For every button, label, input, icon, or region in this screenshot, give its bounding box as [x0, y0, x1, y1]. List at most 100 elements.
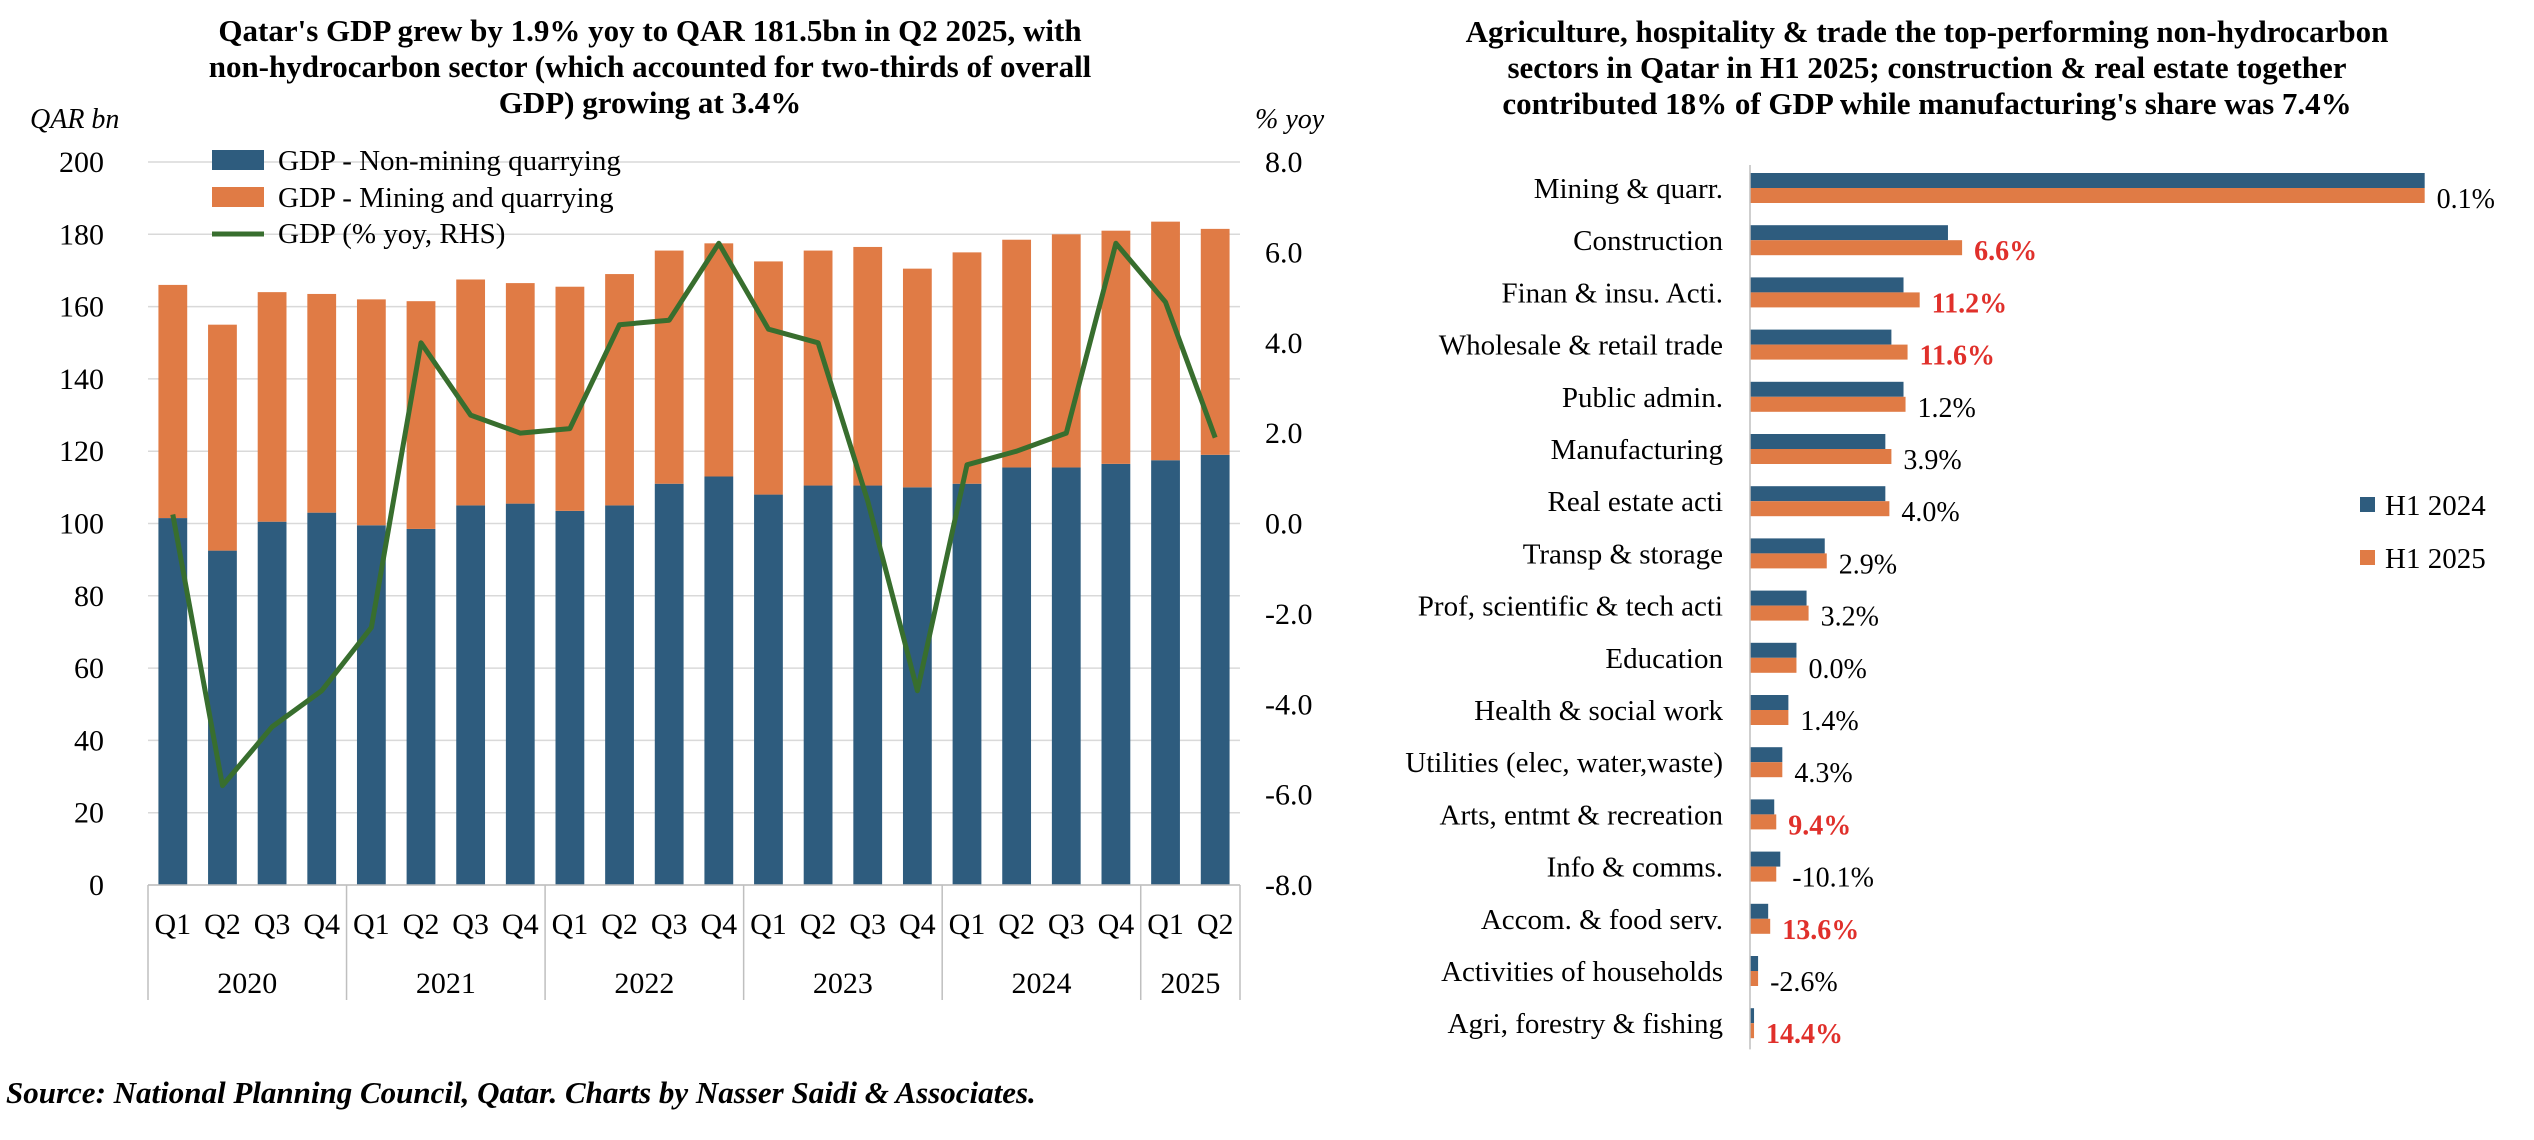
bar-h1-2024 — [1750, 851, 1781, 867]
right-tick-label: -2.0 — [1265, 598, 1313, 631]
left-tick-label: 40 — [74, 724, 104, 757]
bar-non-mining — [257, 521, 287, 885]
growth-label: 0.1% — [2437, 184, 2495, 215]
legend-label: GDP - Mining and quarrying — [278, 182, 614, 214]
left-tick-label: 60 — [74, 652, 104, 685]
bar-mining — [356, 299, 386, 526]
bar-non-mining — [1002, 467, 1032, 885]
bar-non-mining — [803, 485, 833, 885]
growth-label: 1.4% — [1800, 706, 1858, 737]
sector-label: Manufacturing — [1551, 434, 1723, 466]
quarter-label: Q3 — [849, 908, 886, 941]
bar-h1-2025 — [1750, 240, 1963, 256]
right-tick-label: 8.0 — [1265, 146, 1303, 179]
growth-label: 4.3% — [1794, 758, 1852, 789]
bar-non-mining — [406, 528, 436, 885]
quarter-label: Q2 — [1197, 908, 1234, 941]
bar-h1-2025 — [1750, 344, 1908, 360]
quarter-label: Q4 — [899, 908, 936, 941]
bar-mining — [307, 293, 337, 513]
bar-h1-2025 — [1750, 396, 1906, 412]
bar-h1-2024 — [1750, 695, 1789, 710]
source-note: Source: National Planning Council, Qatar… — [6, 1075, 1036, 1110]
right-tick-label: 0.0 — [1265, 508, 1303, 541]
bar-mining — [208, 324, 237, 551]
bar-non-mining — [704, 476, 734, 885]
sector-label: Info & comms. — [1547, 852, 1723, 884]
right-tick-label: 2.0 — [1265, 417, 1303, 450]
bar-h1-2024 — [1750, 642, 1797, 658]
bar-mining — [555, 286, 585, 511]
bar-mining — [1002, 239, 1032, 468]
sector-label: Real estate acti — [1547, 486, 1723, 518]
sector-chart-title-line: Agriculture, hospitality & trade the top… — [1466, 14, 2389, 49]
gdp-yoy-line — [170, 240, 1218, 789]
growth-label: 4.0% — [1901, 497, 1959, 528]
quarter-label: Q3 — [1048, 908, 1085, 941]
bar-non-mining — [853, 485, 883, 885]
left-tick-label: 120 — [59, 435, 104, 468]
bar-non-mining — [555, 510, 585, 885]
bar-mining — [158, 284, 188, 519]
quarter-label: Q1 — [949, 908, 986, 941]
bar-non-mining — [605, 505, 634, 885]
legend-label: GDP - Non-mining quarrying — [278, 145, 621, 177]
bar-non-mining — [1200, 454, 1230, 885]
bar-mining — [853, 246, 883, 486]
sector-label: Arts, entmt & recreation — [1440, 799, 1724, 831]
bar-h1-2024 — [1750, 956, 1759, 971]
sector-chart-title-line: sectors in Qatar in H1 2025; constructio… — [1507, 50, 2346, 85]
bar-h1-2025 — [1750, 449, 1892, 464]
quarter-label: Q1 — [552, 908, 589, 941]
bar-h1-2024 — [1750, 434, 1886, 449]
left-tick-label: 0 — [89, 869, 104, 902]
bar-mining — [505, 283, 535, 504]
bar-non-mining — [1101, 463, 1131, 885]
bar-mining — [1200, 228, 1230, 455]
quarter-label: Q2 — [800, 908, 837, 941]
bar-non-mining — [456, 505, 486, 885]
bar-mining — [952, 252, 982, 484]
bar-h1-2025 — [1750, 918, 1771, 934]
bar-h1-2024 — [1750, 173, 2425, 188]
left-tick-label: 160 — [59, 291, 104, 324]
bar-h1-2024 — [1750, 903, 1769, 919]
year-label: 2021 — [416, 967, 476, 1000]
year-label: 2022 — [614, 967, 674, 1000]
growth-label: 6.6% — [1974, 236, 2037, 267]
bar-mining — [1151, 221, 1180, 461]
bar-non-mining — [952, 483, 982, 885]
sector-label: Activities of households — [1441, 956, 1723, 988]
quarter-label: Q3 — [651, 908, 688, 941]
bar-h1-2025 — [1750, 553, 1827, 569]
quarter-label: Q4 — [1098, 908, 1135, 941]
bar-mining — [456, 279, 486, 506]
sector-label: Education — [1605, 643, 1723, 675]
growth-label: 9.4% — [1788, 810, 1851, 841]
bar-h1-2025 — [1750, 605, 1809, 621]
right-axis-unit: % yoy — [1255, 104, 1325, 135]
left-tick-label: 20 — [74, 797, 104, 830]
growth-label: 14.4% — [1766, 1019, 1843, 1050]
sector-label: Public admin. — [1562, 382, 1723, 414]
year-label: 2024 — [1011, 967, 1071, 1000]
bar-h1-2024 — [1750, 590, 1807, 606]
bar-h1-2024 — [1750, 486, 1886, 502]
bar-mining — [1101, 230, 1131, 464]
left-axis-unit: QAR bn — [30, 104, 119, 135]
bar-h1-2025 — [1750, 971, 1759, 986]
quarter-label: Q1 — [1147, 908, 1184, 941]
sector-label: Utilities (elec, water,waste) — [1405, 747, 1723, 779]
quarter-label: Q2 — [204, 908, 241, 941]
quarter-label: Q4 — [700, 908, 737, 941]
bar-mining — [257, 292, 287, 522]
growth-label: 11.6% — [1920, 341, 1995, 372]
year-label: 2025 — [1160, 967, 1220, 1000]
bar-h1-2024 — [1750, 799, 1775, 815]
gdp-chart: Qatar's GDP grew by 1.9% yoy to QAR 181.… — [30, 13, 1325, 1000]
legend-swatch — [2360, 497, 2375, 512]
quarter-label: Q1 — [353, 908, 390, 941]
bar-h1-2024 — [1750, 1008, 1755, 1024]
right-tick-label: 6.0 — [1265, 236, 1303, 269]
